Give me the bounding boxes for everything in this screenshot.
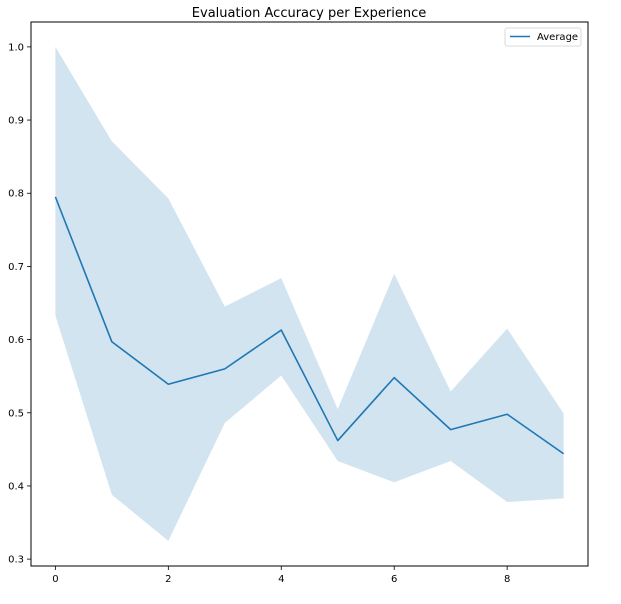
legend: Average <box>504 27 582 47</box>
x-axis: 0 2 4 6 8 <box>52 566 510 585</box>
y-tick-label: 0.3 <box>8 555 24 566</box>
y-tick-label: 0.7 <box>8 262 24 273</box>
x-tick-label: 0 <box>52 574 58 585</box>
x-tick-label: 6 <box>391 574 397 585</box>
x-tick-label: 8 <box>504 574 510 585</box>
y-tick-label: 0.8 <box>8 189 24 200</box>
x-tick-label: 2 <box>165 574 171 585</box>
legend-label-average: Average <box>537 32 578 43</box>
x-tick-label: 4 <box>278 574 284 585</box>
y-tick-label: 0.6 <box>8 335 24 346</box>
confidence-band <box>55 46 564 541</box>
chart-title: Evaluation Accuracy per Experience <box>192 6 426 21</box>
y-tick-label: 1.0 <box>8 42 24 53</box>
legend-box <box>504 27 582 47</box>
y-axis: 0.3 0.4 0.5 0.6 0.7 0.8 0.9 1.0 <box>8 42 31 566</box>
y-tick-label: 0.4 <box>8 481 24 492</box>
series-line-0 <box>54 196 565 455</box>
y-tick-label: 0.9 <box>8 116 24 127</box>
y-tick-label: 0.5 <box>8 408 24 419</box>
plot-area <box>54 46 565 541</box>
plot-frame <box>30 21 589 567</box>
